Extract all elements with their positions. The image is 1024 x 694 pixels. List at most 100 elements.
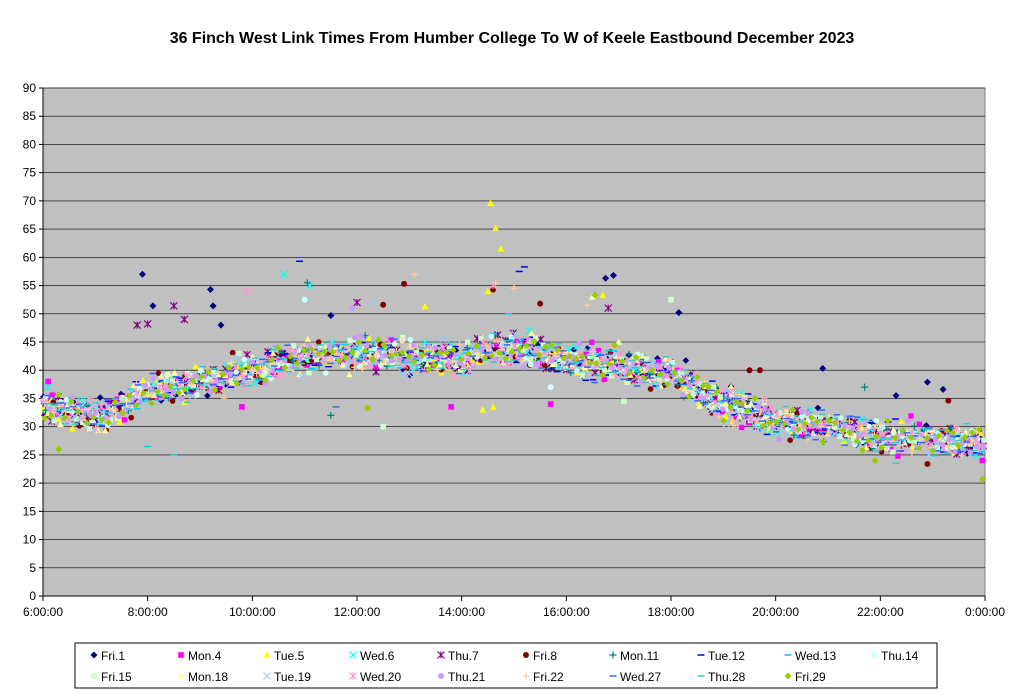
- data-point: [47, 406, 54, 413]
- data-point: [916, 434, 923, 442]
- x-tick-label: 10:00:00: [229, 605, 276, 619]
- legend: Fri.1 Mon.4 Tue.5 Wed.6 Thu.7 Fri.8 Mon.11 Tue.…: [74, 642, 938, 689]
- data-point: [300, 346, 308, 354]
- data-point: [315, 339, 322, 345]
- data-point: [520, 364, 527, 371]
- legend-label: Fri.22: [533, 670, 564, 684]
- data-point: [247, 375, 253, 381]
- data-point: [233, 379, 241, 387]
- data-point: [228, 377, 234, 383]
- data-point: [419, 351, 426, 359]
- data-point: [705, 403, 711, 409]
- data-point: [799, 413, 805, 420]
- data-point: [253, 364, 261, 371]
- data-point: [497, 245, 505, 252]
- data-point: [116, 413, 122, 420]
- data-point: [484, 287, 492, 294]
- data-point: [283, 353, 290, 359]
- legend-label: Thu.14: [881, 649, 919, 663]
- data-point: [181, 385, 189, 393]
- data-point: [846, 417, 853, 425]
- data-point: [687, 383, 693, 389]
- data-point: [871, 457, 879, 465]
- data-point: [641, 359, 649, 368]
- data-point: [70, 412, 78, 421]
- data-point: [718, 386, 727, 395]
- data-point: [138, 270, 146, 278]
- data-point: [583, 301, 591, 309]
- data-point: [281, 349, 288, 357]
- data-point: [473, 342, 481, 349]
- data-point: [761, 406, 768, 412]
- data-point: [413, 363, 421, 372]
- data-point: [48, 412, 55, 420]
- data-point: [385, 340, 393, 347]
- data-point: [352, 335, 358, 341]
- data-point: [102, 427, 109, 434]
- data-point: [632, 354, 640, 361]
- data-point: [738, 400, 745, 407]
- data-point: [194, 373, 200, 380]
- data-point: [688, 397, 696, 405]
- series-fri-29: [41, 291, 986, 483]
- data-point: [366, 335, 373, 341]
- data-point: [250, 379, 259, 388]
- data-point: [681, 387, 689, 395]
- data-point: [442, 349, 450, 357]
- legend-marker: [263, 672, 271, 680]
- data-point: [621, 398, 627, 405]
- y-tick-label: 45: [23, 335, 37, 349]
- grid-layer: [43, 87, 985, 569]
- data-point: [360, 358, 367, 365]
- legend-label: Fri.29: [795, 670, 826, 684]
- data-point: [728, 391, 735, 397]
- data-point: [353, 352, 360, 359]
- data-point: [905, 444, 913, 452]
- data-point: [469, 359, 477, 366]
- data-point: [699, 395, 705, 401]
- data-point: [583, 351, 589, 357]
- data-point: [747, 400, 755, 407]
- data-point: [708, 410, 715, 416]
- data-point: [373, 350, 380, 358]
- data-point: [520, 348, 526, 355]
- data-point: [694, 379, 701, 387]
- data-point: [209, 374, 216, 380]
- data-point: [55, 415, 62, 422]
- data-point: [368, 348, 374, 354]
- data-point: [643, 366, 651, 374]
- data-point: [175, 389, 183, 397]
- data-point: [306, 370, 312, 376]
- data-point: [143, 320, 152, 328]
- legend-item: Mon.18: [177, 670, 228, 684]
- data-point: [602, 274, 610, 282]
- data-point: [925, 451, 933, 460]
- y-tick-label: 55: [23, 279, 37, 293]
- data-point: [589, 293, 596, 300]
- legend-label: Wed.6: [360, 649, 395, 663]
- data-point: [158, 372, 165, 379]
- data-point: [527, 356, 533, 362]
- data-point: [508, 334, 514, 340]
- data-point: [907, 434, 915, 442]
- data-point: [593, 357, 599, 363]
- data-point: [490, 286, 497, 293]
- data-point: [398, 349, 406, 356]
- data-point: [943, 427, 951, 435]
- data-point: [884, 417, 892, 424]
- data-point: [180, 315, 189, 324]
- data-point: [140, 389, 147, 397]
- data-point: [445, 364, 454, 373]
- data-point: [968, 428, 976, 436]
- data-point: [611, 341, 619, 349]
- data-point: [944, 442, 952, 450]
- data-point: [527, 361, 534, 368]
- data-point: [147, 399, 155, 407]
- data-point: [554, 346, 561, 354]
- data-point: [878, 420, 885, 428]
- data-point: [303, 279, 311, 287]
- data-point: [680, 391, 686, 398]
- data-point: [204, 379, 210, 385]
- data-point: [924, 460, 931, 467]
- data-point: [261, 372, 268, 378]
